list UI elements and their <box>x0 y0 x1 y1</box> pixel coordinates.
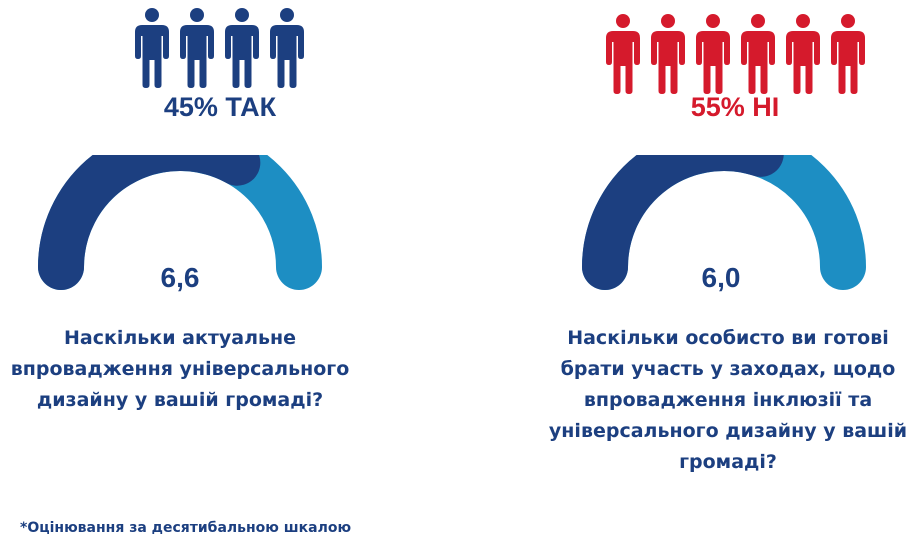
footnote: *Оцінювання за десятибальною шкалою <box>20 520 352 536</box>
person-icon <box>606 14 640 94</box>
question-line: впровадження інклюзії та <box>583 389 873 411</box>
gauge-fill <box>38 155 261 290</box>
yes-people-icons <box>133 8 306 88</box>
question-line: дизайну у вашій громаді? <box>36 389 324 411</box>
person-icon <box>831 14 865 94</box>
person-icon <box>651 14 685 94</box>
no-people-icons <box>604 14 867 94</box>
person-icon <box>741 14 775 94</box>
person-icon <box>786 14 820 94</box>
question-line: впровадження універсального <box>10 358 350 380</box>
person-icon <box>225 8 259 88</box>
question-line: Наскільки актуальне <box>63 327 297 349</box>
person-icon <box>135 8 169 88</box>
question-line: Наскільки особисто ви готові <box>567 327 889 349</box>
person-icon <box>696 14 730 94</box>
participation-gauge-value: 6,0 <box>701 262 741 293</box>
participation-gauge <box>582 155 866 290</box>
question-line: універсального дизайну у вашій <box>548 420 908 442</box>
relevance-question: Наскільки актуальне впровадження універса… <box>0 323 360 416</box>
gauge-fill <box>582 155 784 290</box>
relevance-gauge-value: 6,6 <box>160 262 200 293</box>
relevance-gauge <box>38 155 322 290</box>
person-icon <box>180 8 214 88</box>
no-percentage-label: 55% НІ <box>690 92 780 122</box>
yes-percentage-label: 45% ТАК <box>163 92 277 122</box>
question-line: громаді? <box>679 451 777 473</box>
person-icon <box>270 8 304 88</box>
question-line: брати участь у заходах, щодо <box>560 358 896 380</box>
participation-question: Наскільки особисто ви готові брати участь… <box>543 323 913 478</box>
